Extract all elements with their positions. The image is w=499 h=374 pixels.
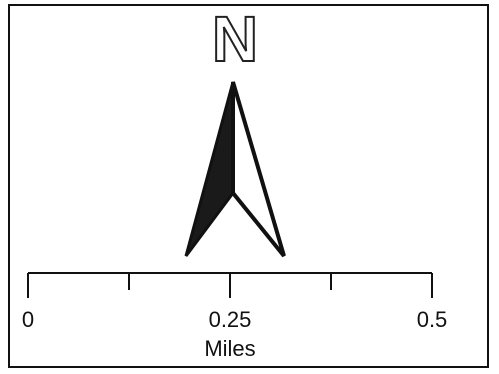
- north-arrow-left-half: [184, 81, 235, 257]
- map-element-frame: [8, 4, 489, 368]
- scale-tick-label: 0.5: [416, 307, 448, 332]
- scale-bar-units-label: Miles: [204, 336, 256, 361]
- north-arrow-icon: [184, 81, 286, 258]
- north-label: N: [211, 3, 259, 75]
- scale-bar: [27, 272, 433, 298]
- scale-bar-ticks: [27, 273, 433, 298]
- north-arrow-right-half: [231, 81, 286, 258]
- scale-tick-label: 0: [21, 307, 35, 332]
- scale-tick-label: 0.25: [208, 307, 252, 332]
